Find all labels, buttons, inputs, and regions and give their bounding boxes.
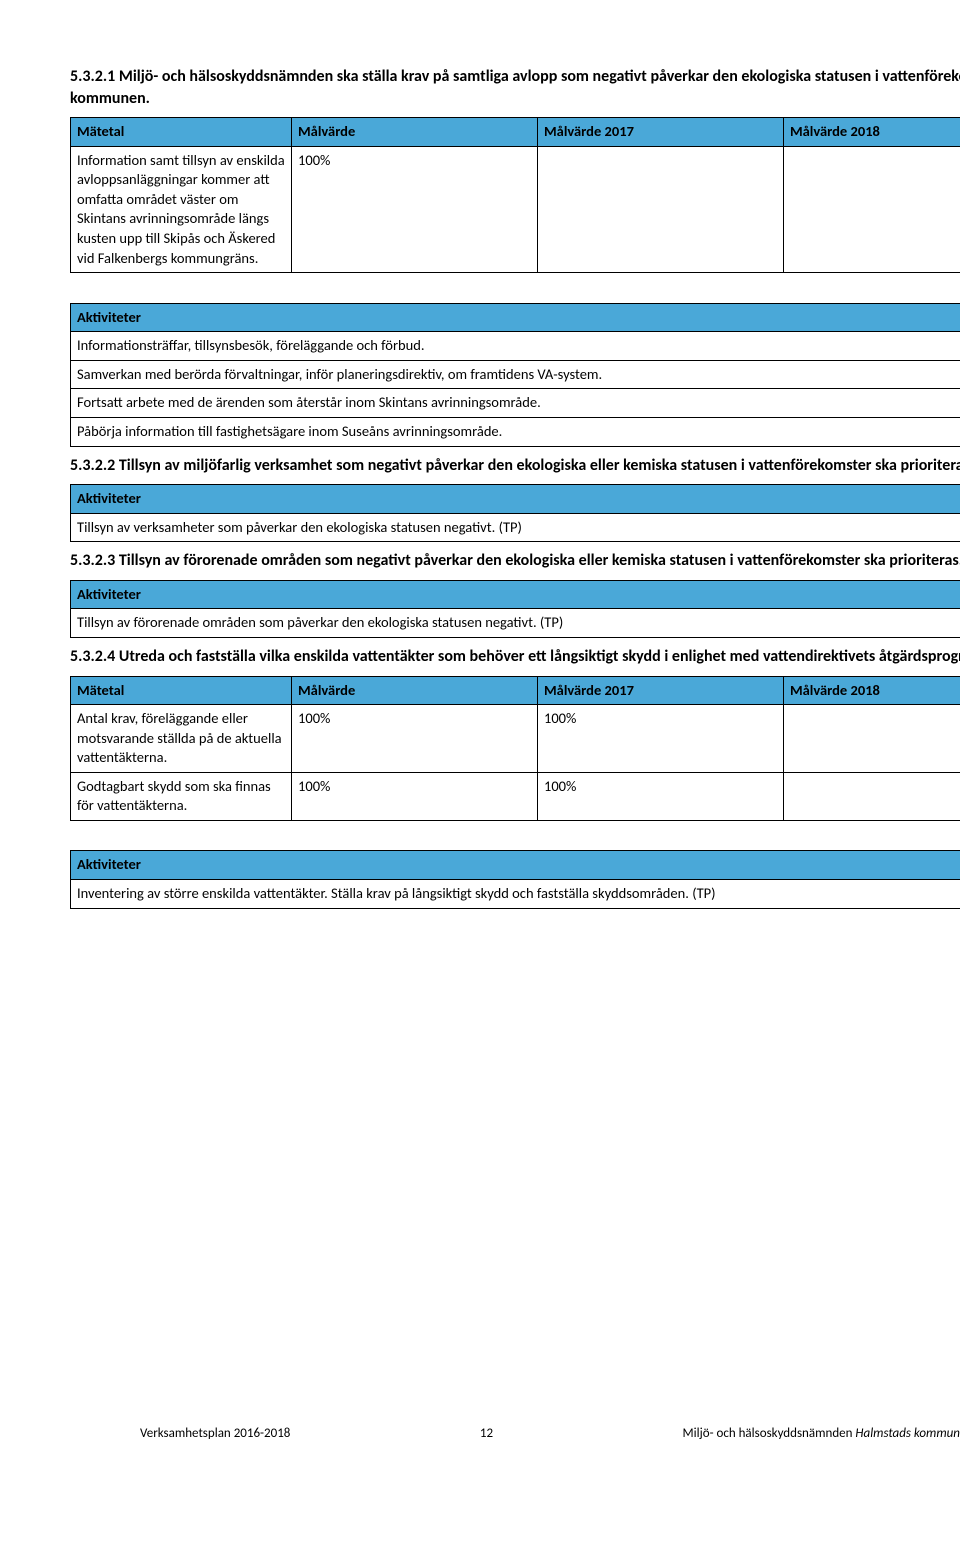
- measure-table: Mätetal Målvärde Målvärde 2017 Målvärde …: [70, 117, 960, 273]
- table-header-row: Aktiviteter: [71, 580, 960, 609]
- section-heading: 5.3.2.2 Tillsyn av miljöfarlig verksamhe…: [70, 455, 960, 477]
- table-row: Påbörja information till fastighetsägare…: [71, 417, 960, 446]
- table-row: Tillsyn av förorenade områden som påverk…: [71, 609, 960, 638]
- col-header: Målvärde 2018: [783, 676, 960, 705]
- col-header: Målvärde 2017: [537, 118, 783, 147]
- table-row: Informationsträffar, tillsynsbesök, före…: [71, 332, 960, 361]
- col-header: Mätetal: [71, 676, 292, 705]
- table-row: Samverkan med berörda förvaltningar, inf…: [71, 360, 960, 389]
- section-heading: 5.3.2.1 Miljö- och hälsoskyddsnämnden sk…: [70, 66, 960, 109]
- activities-header: Aktiviteter: [71, 851, 960, 880]
- activities-table: Aktiviteter Tillsyn av verksamheter som …: [70, 484, 960, 542]
- table-row: Tillsyn av verksamheter som påverkar den…: [71, 513, 960, 542]
- cell: Informationsträffar, tillsynsbesök, före…: [71, 332, 960, 361]
- cell: [783, 146, 960, 272]
- col-header: Mätetal: [71, 118, 292, 147]
- activities-header: Aktiviteter: [71, 485, 960, 514]
- page-footer: Verksamhetsplan 2016-2018 12 Miljö- och …: [140, 1425, 960, 1443]
- table-row: Godtagbart skydd som ska finnas för vatt…: [71, 772, 960, 820]
- table-row: Inventering av större enskilda vattentäk…: [71, 880, 960, 909]
- cell: 100%: [292, 705, 538, 773]
- cell: Godtagbart skydd som ska finnas för vatt…: [71, 772, 292, 820]
- cell: 100%: [292, 772, 538, 820]
- cell: [537, 146, 783, 272]
- footer-right-plain: Miljö- och hälsoskyddsnämnden: [683, 1426, 856, 1441]
- activities-header: Aktiviteter: [71, 303, 960, 332]
- footer-page-number: 12: [480, 1425, 493, 1443]
- activities-table: Aktiviteter Inventering av större enskil…: [70, 850, 960, 908]
- cell: 100%: [292, 146, 538, 272]
- cell: Antal krav, föreläggande eller motsvaran…: [71, 705, 292, 773]
- col-header: Målvärde: [292, 118, 538, 147]
- table-header-row: Mätetal Målvärde Målvärde 2017 Målvärde …: [71, 118, 960, 147]
- cell: Samverkan med berörda förvaltningar, inf…: [71, 360, 960, 389]
- footer-right: Miljö- och hälsoskyddsnämnden Halmstads …: [683, 1425, 960, 1443]
- cell: Fortsatt arbete med de ärenden som åters…: [71, 389, 960, 418]
- table-row: Fortsatt arbete med de ärenden som åters…: [71, 389, 960, 418]
- cell: Information samt tillsyn av enskilda avl…: [71, 146, 292, 272]
- table-header-row: Aktiviteter: [71, 485, 960, 514]
- table-header-row: Mätetal Målvärde Målvärde 2017 Målvärde …: [71, 676, 960, 705]
- col-header: Målvärde: [292, 676, 538, 705]
- measure-table: Mätetal Målvärde Målvärde 2017 Målvärde …: [70, 676, 960, 821]
- table-header-row: Aktiviteter: [71, 851, 960, 880]
- col-header: Målvärde 2018: [783, 118, 960, 147]
- section-heading: 5.3.2.3 Tillsyn av förorenade områden so…: [70, 550, 960, 572]
- cell: [783, 705, 960, 773]
- col-header: Målvärde 2017: [537, 676, 783, 705]
- cell: Tillsyn av verksamheter som påverkar den…: [71, 513, 960, 542]
- cell: [783, 772, 960, 820]
- activities-table: Aktiviteter Informationsträffar, tillsyn…: [70, 303, 960, 447]
- table-row: Information samt tillsyn av enskilda avl…: [71, 146, 960, 272]
- cell: Påbörja information till fastighetsägare…: [71, 417, 960, 446]
- footer-right-italic: Halmstads kommun: [855, 1426, 960, 1441]
- cell: Inventering av större enskilda vattentäk…: [71, 880, 960, 909]
- cell: 100%: [537, 705, 783, 773]
- activities-header: Aktiviteter: [71, 580, 960, 609]
- footer-left: Verksamhetsplan 2016-2018: [140, 1425, 290, 1443]
- section-heading: 5.3.2.4 Utreda och fastställa vilka ensk…: [70, 646, 960, 668]
- cell: 100%: [537, 772, 783, 820]
- activities-table: Aktiviteter Tillsyn av förorenade område…: [70, 580, 960, 638]
- cell: Tillsyn av förorenade områden som påverk…: [71, 609, 960, 638]
- table-row: Antal krav, föreläggande eller motsvaran…: [71, 705, 960, 773]
- table-header-row: Aktiviteter: [71, 303, 960, 332]
